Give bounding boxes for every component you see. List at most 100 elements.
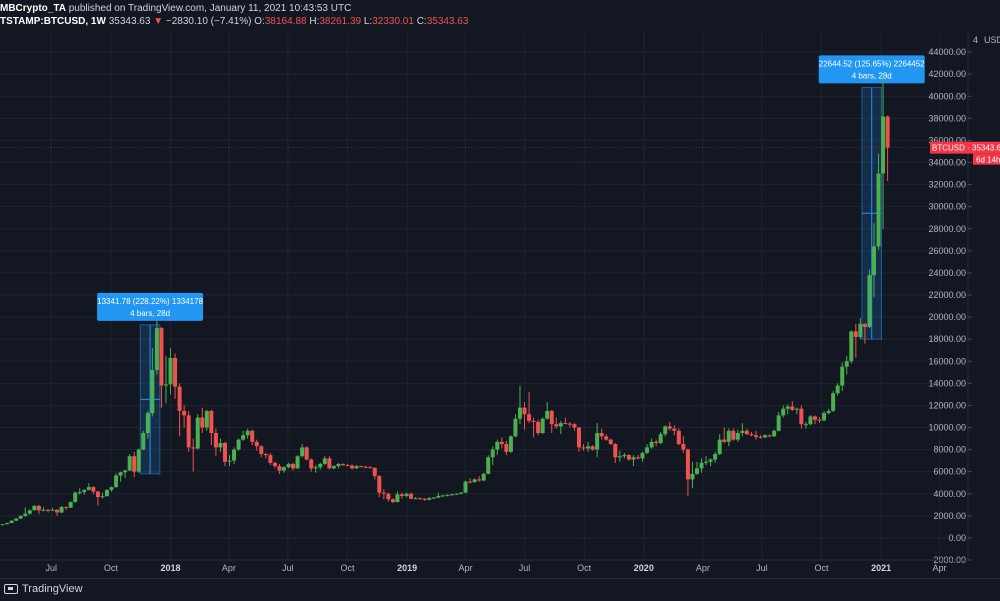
x-tick-label: 2021	[871, 563, 891, 573]
y-tick-label: 24000.00	[928, 268, 966, 278]
y-tick-label: 0.00	[948, 533, 966, 543]
candle-body	[876, 173, 881, 247]
candle-body	[667, 426, 672, 429]
candle-body	[763, 435, 768, 438]
candle-body	[731, 430, 736, 440]
candle-body	[590, 446, 595, 450]
low-label: L:	[363, 16, 373, 27]
candle-body	[27, 510, 32, 514]
candle-body	[377, 476, 382, 493]
candle-body	[881, 116, 886, 174]
x-tick-label: Apr	[932, 563, 946, 573]
candle-body	[127, 456, 132, 471]
candle-body	[182, 410, 187, 416]
candle-body	[599, 433, 604, 437]
candle-body	[45, 509, 50, 511]
candle-body	[359, 466, 364, 468]
symbol-label[interactable]: TSTAMP:BTCUSD, 1W	[0, 16, 106, 27]
measure-label-value: 13341.78 (228.22%) 1334178	[97, 297, 203, 306]
candle-body	[277, 466, 282, 471]
countdown-box	[973, 153, 1000, 165]
candle-body	[549, 410, 554, 425]
y-axis-top-label: 4	[973, 35, 978, 45]
candle-body	[672, 428, 677, 431]
candle-body	[799, 408, 804, 425]
y-tick-label: 32000.00	[928, 180, 966, 190]
x-tick-label: Oct	[104, 563, 119, 573]
y-tick-label: 28000.00	[928, 224, 966, 234]
x-tick-label: Jul	[282, 563, 294, 573]
tradingview-logo[interactable]: TradingView	[4, 583, 83, 595]
candle-body	[835, 385, 840, 394]
candle-body	[753, 435, 758, 437]
candle-body	[803, 424, 808, 426]
candle-body	[41, 509, 46, 511]
countdown-label: 6d 14h	[976, 156, 1000, 165]
candle-body	[640, 452, 645, 459]
candle-body	[649, 441, 654, 448]
candle-body	[200, 417, 205, 428]
candle-body	[454, 493, 459, 495]
candle-body	[227, 460, 232, 462]
candle-body	[427, 498, 432, 500]
candle-body	[59, 507, 64, 513]
candle-body	[55, 509, 60, 513]
candle-body	[186, 415, 191, 448]
y-tick-label: 36000.00	[928, 135, 966, 145]
candle-body	[86, 487, 91, 490]
candle-body	[767, 435, 772, 437]
candle-body	[604, 436, 609, 440]
candle-body	[363, 466, 368, 468]
candle-body	[440, 495, 445, 497]
candle-body	[295, 456, 300, 469]
candle-body	[173, 357, 178, 387]
y-tick-label: 20000.00	[928, 312, 966, 322]
open-label: O:	[254, 16, 265, 27]
candle-body	[136, 449, 141, 472]
candle-body	[508, 436, 513, 452]
candle-body	[758, 436, 763, 438]
candle-body	[195, 417, 200, 449]
candle-body	[18, 515, 23, 519]
candle-body	[527, 414, 532, 421]
candle-body	[772, 430, 777, 437]
candle-body	[826, 410, 831, 414]
x-tick-label: Oct	[814, 563, 829, 573]
candle-body	[64, 507, 69, 508]
candle-body	[9, 520, 14, 524]
candle-body	[654, 441, 659, 443]
chart-header: MBCrypto_TA published on TradingView.com…	[0, 0, 968, 30]
y-tick-label: 6000.00	[933, 467, 966, 477]
candle-body	[495, 441, 500, 450]
candle-body	[704, 461, 709, 463]
candle-body	[14, 518, 19, 521]
candle-body	[608, 439, 613, 445]
candle-body	[617, 456, 622, 458]
candle-body	[735, 433, 740, 440]
candle-body	[209, 410, 214, 434]
candle-body	[794, 408, 799, 410]
candle-body	[413, 498, 418, 500]
candle-body	[0, 524, 5, 526]
candle-body	[418, 498, 423, 500]
candle-body	[368, 467, 373, 469]
candle-body	[790, 406, 795, 410]
candle-body	[114, 475, 119, 488]
x-tick-label: Jul	[756, 563, 768, 573]
candle-body	[522, 407, 527, 415]
candle-body	[781, 408, 786, 416]
candle-body	[286, 463, 291, 468]
x-tick-label: 2018	[161, 563, 181, 573]
candle-body	[567, 423, 572, 425]
candle-body	[268, 455, 273, 463]
candle-body	[635, 457, 640, 459]
candle-body	[867, 275, 872, 328]
candle-body	[340, 463, 345, 466]
y-tick-label: 14000.00	[928, 378, 966, 388]
candle-body	[853, 331, 858, 337]
candle-body	[345, 465, 350, 467]
candle-body	[558, 423, 563, 427]
publisher-name[interactable]: MBCrypto_TA	[0, 3, 66, 14]
candle-body	[309, 459, 314, 469]
